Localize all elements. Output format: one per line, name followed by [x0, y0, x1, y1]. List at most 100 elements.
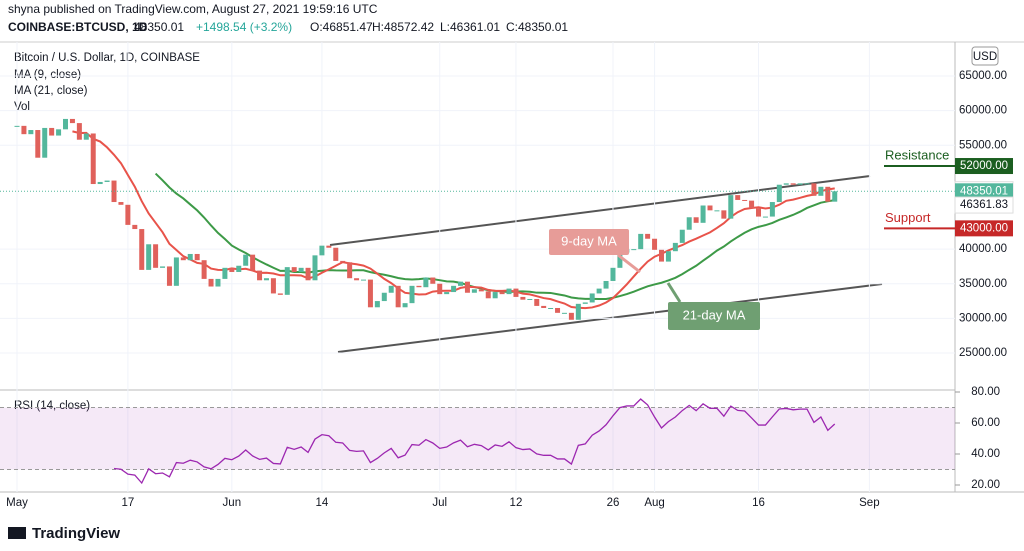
candle: [499, 292, 505, 295]
candle: [638, 233, 644, 250]
candle: [818, 186, 824, 196]
rsi-tick-label: 20.00: [971, 479, 1000, 491]
candle: [402, 303, 408, 308]
candle: [458, 281, 464, 286]
candle: [541, 305, 547, 308]
candle: [263, 278, 269, 281]
candle: [658, 249, 664, 262]
candle: [693, 217, 699, 223]
candle: [160, 266, 166, 268]
level-label: Resistance: [885, 147, 949, 162]
candle: [451, 285, 457, 293]
y-tick-label: 65000.00: [959, 70, 1007, 82]
legend-title: Bitcoin / U.S. Dollar, 1D, COINBASE: [14, 52, 200, 64]
legend-ma21: MA (21, close): [14, 85, 88, 97]
candle: [610, 267, 616, 281]
annotation: 21-day MA: [683, 307, 746, 322]
y-tick-label: 40000.00: [959, 243, 1007, 255]
candle: [312, 255, 318, 281]
candle: [686, 217, 692, 230]
candle: [707, 205, 713, 211]
candle: [409, 285, 415, 304]
candle: [14, 125, 20, 127]
candle: [416, 285, 422, 288]
candle: [721, 210, 727, 219]
candle: [208, 278, 214, 287]
candle: [187, 253, 193, 261]
candle: [548, 307, 554, 309]
candle: [603, 280, 609, 289]
price-label: 46361.83: [960, 199, 1008, 211]
candle: [783, 183, 789, 185]
currency-box[interactable]: [971, 46, 999, 66]
candle: [104, 180, 110, 182]
y-tick-label: 55000.00: [959, 139, 1007, 151]
open: O:46851.47: [310, 20, 373, 34]
candle: [631, 249, 637, 251]
symbol: COINBASE:BTCUSD, 1D: [8, 20, 148, 34]
candle: [153, 244, 159, 268]
candle: [277, 293, 283, 295]
y-tick-label: 25000.00: [959, 347, 1007, 359]
annotation-box: [549, 229, 629, 255]
y-tick-label: 60000.00: [959, 105, 1007, 117]
high: H:48572.42: [372, 20, 434, 34]
candle: [596, 288, 602, 294]
brand-logo: [8, 527, 26, 539]
candle: [83, 133, 89, 140]
candle: [672, 242, 678, 252]
rsi-tick-label: 80.00: [971, 386, 1000, 398]
candle: [35, 130, 41, 158]
currency[interactable]: USD: [973, 51, 997, 63]
candle: [790, 183, 796, 185]
candle: [146, 244, 152, 270]
candle: [257, 270, 263, 281]
candle: [125, 204, 131, 225]
price-label-box: [954, 196, 1014, 214]
candle: [444, 292, 450, 295]
rsi-tick-label: 40.00: [971, 448, 1000, 460]
candle: [180, 257, 186, 261]
candle: [42, 127, 48, 158]
candle: [340, 260, 346, 263]
candle: [326, 245, 332, 248]
rsi-band: [0, 407, 955, 470]
candle: [388, 285, 394, 293]
price-label-box: [955, 158, 1013, 175]
candle: [520, 296, 526, 300]
price-label: 52000.00: [960, 160, 1008, 172]
level-label: Support: [885, 210, 931, 225]
y-tick-label: 30000.00: [959, 312, 1007, 324]
price-label-box: [955, 220, 1013, 237]
candle: [527, 298, 533, 300]
candle: [555, 307, 561, 313]
candle: [811, 183, 817, 196]
annotation-pointer: [666, 282, 682, 303]
candle: [236, 265, 242, 272]
candle: [333, 247, 339, 261]
candle: [361, 279, 366, 281]
candle: [49, 127, 55, 136]
candle: [28, 130, 34, 135]
candle: [430, 277, 436, 284]
candle: [797, 183, 803, 185]
candle: [679, 229, 685, 243]
x-tick-label: Jun: [223, 497, 242, 509]
candle: [652, 238, 658, 250]
candle: [284, 267, 290, 295]
x-tick-label: May: [6, 497, 28, 509]
candle: [506, 288, 512, 295]
candle: [243, 254, 249, 266]
x-tick-label: 12: [510, 497, 523, 509]
candle: [749, 200, 755, 209]
candle: [270, 278, 276, 294]
candle: [478, 289, 484, 292]
candle: [742, 199, 748, 201]
candle: [298, 267, 304, 272]
x-tick-label: Sep: [859, 497, 879, 509]
candle: [756, 208, 762, 217]
candle: [21, 125, 27, 135]
rsi-tick-label: 60.00: [971, 417, 1000, 429]
legend-ma9: MA (9, close): [14, 69, 81, 81]
